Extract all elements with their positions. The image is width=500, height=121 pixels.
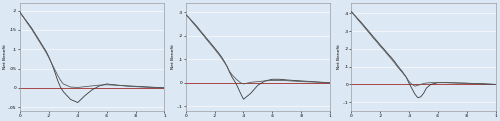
Y-axis label: Net Benefit: Net Benefit	[172, 44, 175, 69]
Y-axis label: Net Benefit: Net Benefit	[3, 44, 7, 69]
Y-axis label: Net Benefit: Net Benefit	[337, 44, 341, 69]
